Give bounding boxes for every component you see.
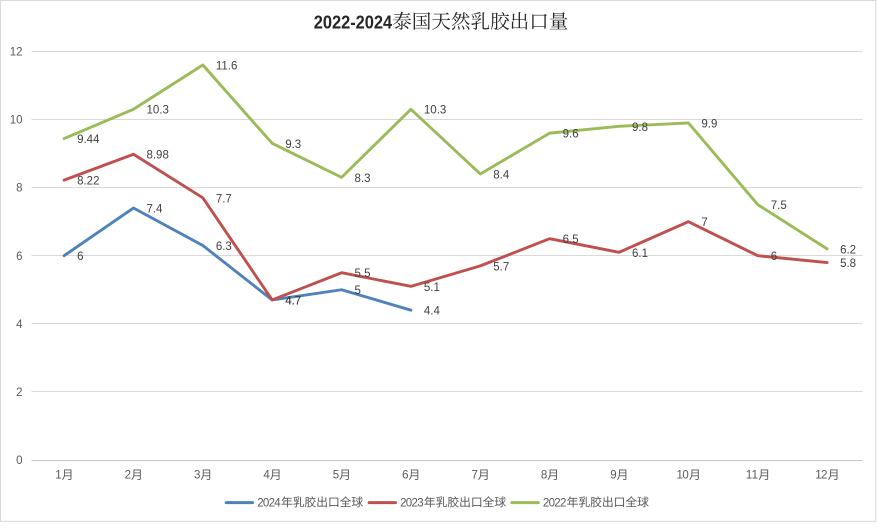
svg-text:1: 1 [55, 470, 61, 482]
svg-text:10.3: 10.3 [146, 105, 168, 117]
svg-text:10: 10 [677, 470, 689, 482]
svg-text:5: 5 [333, 470, 339, 482]
svg-text:5.8: 5.8 [840, 258, 856, 270]
svg-text:8.22: 8.22 [77, 176, 99, 188]
svg-text:12: 12 [815, 470, 827, 482]
svg-text:9: 9 [610, 470, 616, 482]
svg-text:2023: 2023 [400, 497, 424, 509]
svg-text:9.8: 9.8 [632, 122, 648, 134]
svg-text:9.3: 9.3 [285, 139, 301, 151]
svg-text:4.7: 4.7 [285, 295, 301, 307]
svg-text:7: 7 [471, 470, 477, 482]
svg-text:9.44: 9.44 [77, 134, 100, 146]
svg-text:6.3: 6.3 [216, 241, 232, 253]
svg-text:4: 4 [263, 470, 270, 482]
svg-text:5.1: 5.1 [424, 282, 440, 294]
svg-text:11.6: 11.6 [216, 60, 238, 72]
svg-text:4.4: 4.4 [424, 306, 441, 318]
svg-text:6: 6 [77, 251, 83, 263]
svg-text:3: 3 [194, 470, 200, 482]
svg-text:9.9: 9.9 [701, 118, 717, 130]
svg-text:12: 12 [10, 47, 23, 59]
svg-text:2022-2024: 2022-2024 [314, 11, 393, 32]
svg-text:0: 0 [16, 455, 22, 467]
svg-text:6: 6 [402, 470, 408, 482]
svg-text:2: 2 [16, 387, 22, 399]
svg-text:7: 7 [701, 217, 707, 229]
svg-text:9.6: 9.6 [563, 129, 579, 141]
svg-text:6.1: 6.1 [632, 248, 648, 260]
svg-text:2024: 2024 [257, 497, 281, 509]
svg-text:10.3: 10.3 [424, 105, 446, 117]
svg-text:2: 2 [125, 470, 131, 482]
svg-text:6: 6 [771, 251, 777, 263]
svg-text:7.7: 7.7 [216, 193, 232, 205]
svg-text:7.4: 7.4 [146, 203, 163, 215]
svg-text:8.98: 8.98 [146, 150, 168, 162]
svg-text:6.5: 6.5 [563, 234, 579, 246]
svg-text:8: 8 [16, 183, 22, 195]
svg-text:6: 6 [16, 251, 22, 263]
svg-text:8: 8 [541, 470, 547, 482]
svg-text:5.5: 5.5 [355, 268, 371, 280]
svg-text:8.4: 8.4 [493, 169, 510, 181]
svg-text:11: 11 [746, 470, 758, 482]
svg-text:5.7: 5.7 [493, 261, 509, 273]
svg-text:4.7: 4.7 [285, 295, 301, 307]
svg-text:4: 4 [16, 319, 23, 331]
svg-text:10: 10 [10, 115, 23, 127]
svg-text:7.5: 7.5 [771, 200, 787, 212]
svg-text:5: 5 [355, 285, 361, 297]
svg-text:8.3: 8.3 [355, 173, 371, 185]
svg-text:6.2: 6.2 [840, 244, 856, 256]
svg-text:2022: 2022 [543, 497, 567, 509]
